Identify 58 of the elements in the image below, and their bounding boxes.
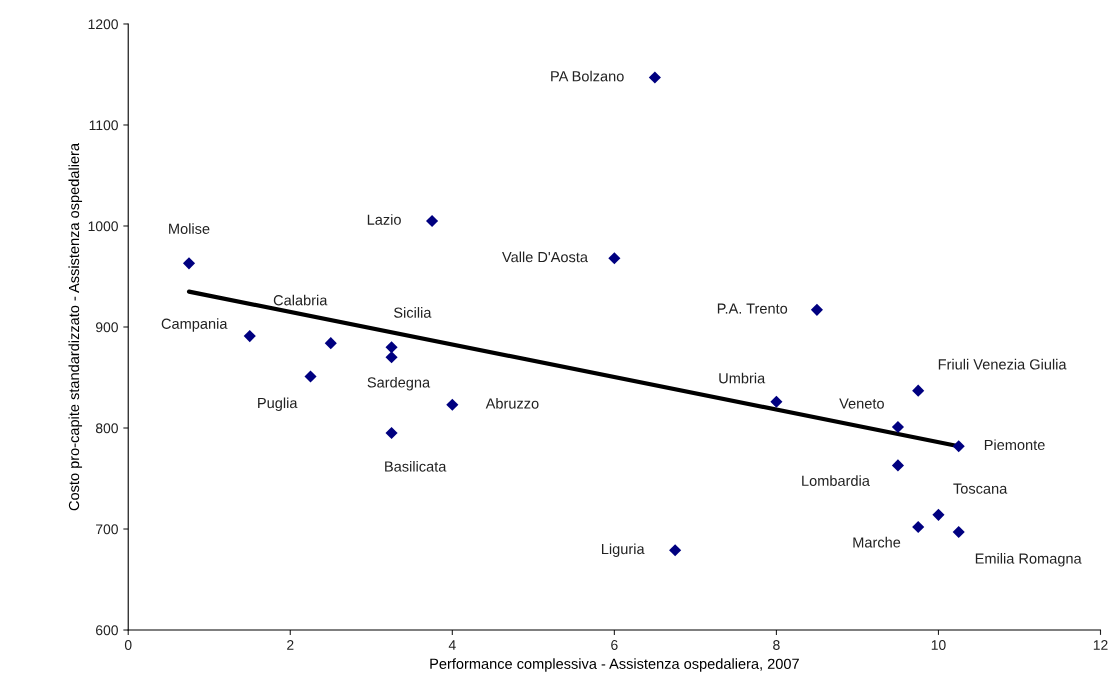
y-tick-label: 1000 xyxy=(88,221,118,232)
y-tick-label: 900 xyxy=(95,322,118,333)
point xyxy=(243,330,256,343)
point xyxy=(426,214,439,227)
point xyxy=(385,351,398,364)
y-tick-label: 700 xyxy=(96,524,118,535)
y-tick-label: 800 xyxy=(95,423,118,434)
x-tick-label: 6 xyxy=(611,640,618,650)
point xyxy=(891,459,904,472)
annotation: Emilia Romagna xyxy=(975,553,1082,567)
annotation: Basilicata xyxy=(385,460,447,472)
annotation: Sicilia xyxy=(394,307,432,318)
point xyxy=(385,341,398,354)
annotation: PA Bolzano xyxy=(551,70,624,82)
annotation: Toscana xyxy=(953,483,1008,494)
x-tick-label: 12 xyxy=(1093,640,1108,650)
point xyxy=(669,544,682,557)
y-tick-label: 1200 xyxy=(88,19,118,30)
annotation: Lazio xyxy=(367,214,401,225)
point xyxy=(952,440,965,453)
annotation: Friuli Venezia Giulia xyxy=(938,358,1067,370)
point xyxy=(952,525,965,539)
point xyxy=(324,337,337,350)
y-axis-title: Costo pro-capite standardizzato - Assistenza ospedaliera xyxy=(68,142,83,511)
annotation: Veneto xyxy=(839,398,884,409)
point xyxy=(912,520,925,534)
x-tick-label: 8 xyxy=(773,640,780,650)
x-tick-label: 4 xyxy=(448,640,456,650)
annotation: Valle D'Aosta xyxy=(502,251,588,263)
point xyxy=(912,384,925,397)
y-tick-label: 600 xyxy=(96,625,118,636)
annotation: Sardegna xyxy=(367,376,431,391)
point xyxy=(810,303,823,316)
annotation: P.A. Trento xyxy=(717,303,788,314)
annotation: Marche xyxy=(853,536,901,548)
x-tick-label: 2 xyxy=(287,640,294,650)
annotation: Liguria xyxy=(602,543,645,558)
annotation: Molise xyxy=(169,223,210,234)
point xyxy=(182,257,196,270)
annotation: Piemonte xyxy=(984,439,1045,451)
annotation: Campania xyxy=(161,318,228,332)
point xyxy=(648,71,661,84)
point xyxy=(932,508,945,521)
point xyxy=(891,420,904,434)
x-tick-label: 10 xyxy=(931,640,946,650)
annotation: Puglia xyxy=(258,397,298,412)
y-tick-label: 1100 xyxy=(89,120,118,131)
point xyxy=(304,370,317,383)
point xyxy=(608,252,621,265)
x-tick-label: 0 xyxy=(124,640,132,650)
annotation: Abruzzo xyxy=(485,397,539,409)
x-axis-title: Performance complessiva - Assistenza ospedaliera, 2007 xyxy=(430,658,799,672)
point xyxy=(770,395,783,408)
annotation: Lombardia xyxy=(802,475,870,486)
annotation: Umbria xyxy=(719,372,766,384)
point xyxy=(385,427,398,440)
point xyxy=(446,398,459,411)
annotation: Calabria xyxy=(273,294,328,306)
